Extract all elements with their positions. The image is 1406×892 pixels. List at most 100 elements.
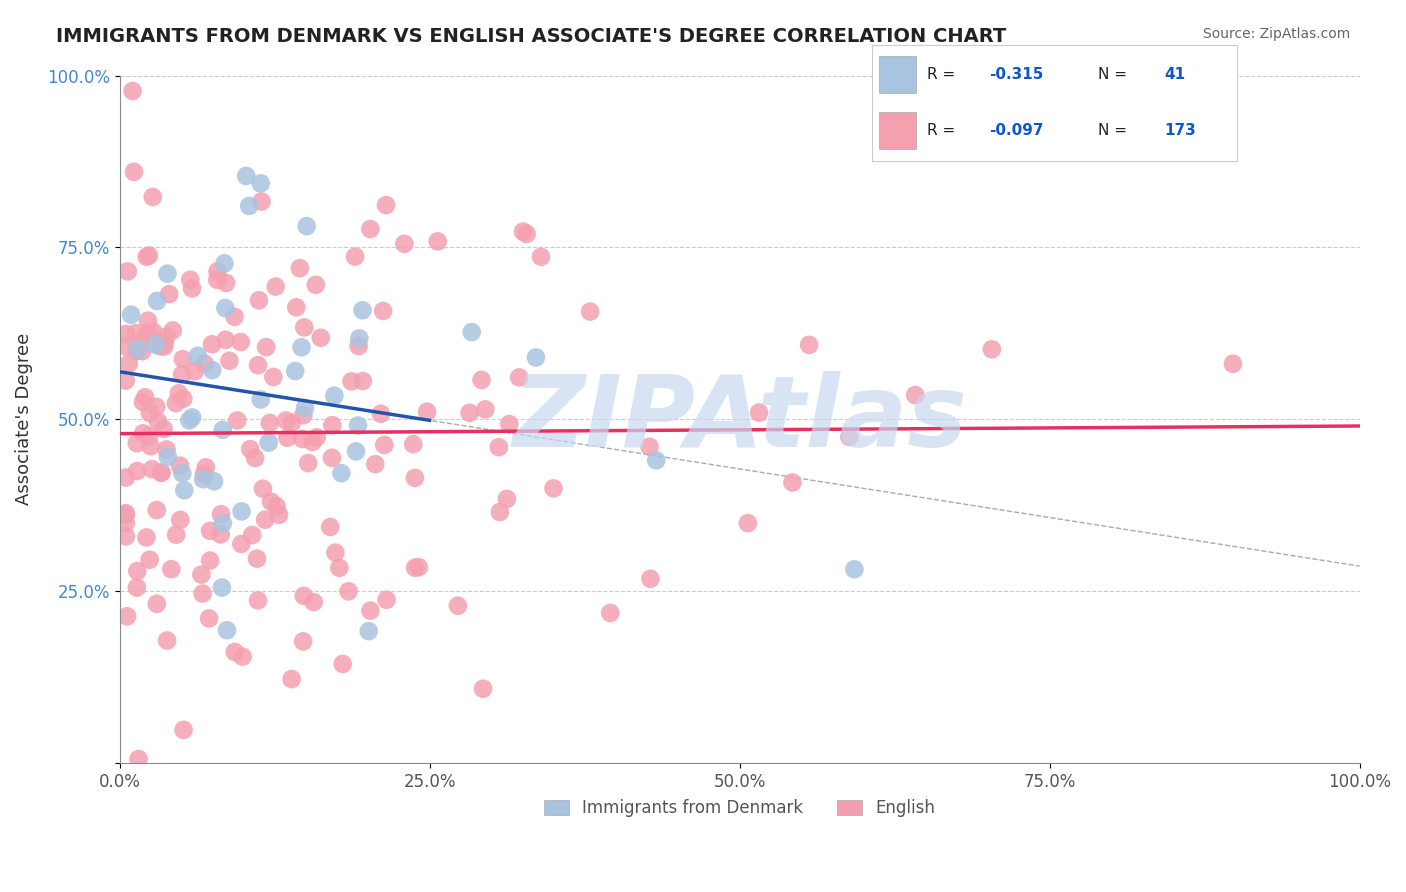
English bbox=[246, 551, 269, 566]
Immigrants from Denmark bbox=[214, 301, 236, 315]
English bbox=[247, 293, 270, 308]
Text: 173: 173 bbox=[1164, 123, 1197, 138]
Immigrants from Denmark bbox=[323, 389, 346, 403]
FancyBboxPatch shape bbox=[879, 112, 915, 149]
English bbox=[404, 471, 426, 485]
English bbox=[447, 599, 470, 613]
Immigrants from Denmark bbox=[201, 363, 224, 377]
English bbox=[498, 417, 520, 431]
English bbox=[496, 491, 519, 506]
English bbox=[543, 481, 565, 495]
Immigrants from Denmark bbox=[344, 444, 367, 458]
English bbox=[214, 333, 236, 347]
English bbox=[508, 370, 530, 384]
English bbox=[198, 611, 221, 625]
English bbox=[169, 458, 191, 473]
English bbox=[260, 494, 283, 508]
English bbox=[172, 352, 194, 367]
English bbox=[207, 264, 229, 278]
Text: N =: N = bbox=[1098, 67, 1132, 82]
English bbox=[167, 386, 190, 401]
English bbox=[169, 513, 191, 527]
English bbox=[218, 353, 240, 368]
English bbox=[190, 567, 212, 582]
English bbox=[980, 343, 1002, 357]
English bbox=[291, 432, 314, 446]
English bbox=[142, 190, 165, 204]
English bbox=[172, 392, 194, 406]
Immigrants from Denmark bbox=[214, 256, 236, 270]
English bbox=[838, 430, 860, 444]
English bbox=[309, 331, 332, 345]
English bbox=[301, 434, 323, 449]
English bbox=[132, 426, 155, 441]
Y-axis label: Associate's Degree: Associate's Degree bbox=[15, 334, 32, 506]
English bbox=[136, 314, 159, 328]
English bbox=[139, 439, 162, 453]
English bbox=[285, 301, 308, 315]
English bbox=[240, 528, 263, 542]
English bbox=[136, 326, 159, 340]
English bbox=[153, 339, 176, 353]
English bbox=[512, 225, 534, 239]
English bbox=[638, 440, 661, 454]
English bbox=[292, 320, 315, 334]
English bbox=[205, 273, 228, 287]
Text: IMMIGRANTS FROM DENMARK VS ENGLISH ASSOCIATE'S DEGREE CORRELATION CHART: IMMIGRANTS FROM DENMARK VS ENGLISH ASSOC… bbox=[56, 27, 1007, 45]
English bbox=[215, 276, 238, 290]
Immigrants from Denmark bbox=[156, 267, 179, 281]
English bbox=[125, 436, 148, 450]
English bbox=[194, 460, 217, 475]
English bbox=[229, 334, 252, 349]
English bbox=[1222, 357, 1244, 371]
English bbox=[131, 335, 153, 350]
English bbox=[373, 438, 395, 452]
Immigrants from Denmark bbox=[357, 624, 380, 639]
English bbox=[247, 358, 270, 372]
English bbox=[599, 606, 621, 620]
English bbox=[247, 593, 270, 607]
English bbox=[150, 466, 173, 480]
Immigrants from Denmark bbox=[249, 392, 271, 407]
English bbox=[344, 250, 367, 264]
English bbox=[239, 442, 262, 457]
English bbox=[153, 335, 176, 350]
English bbox=[145, 400, 167, 414]
Text: ZIPAtlas: ZIPAtlas bbox=[512, 371, 967, 467]
English bbox=[328, 561, 350, 575]
Immigrants from Denmark bbox=[156, 450, 179, 464]
English bbox=[488, 505, 510, 519]
Immigrants from Denmark bbox=[235, 169, 257, 183]
English bbox=[114, 516, 136, 530]
Legend: Immigrants from Denmark, English: Immigrants from Denmark, English bbox=[537, 792, 942, 823]
English bbox=[201, 337, 224, 351]
English bbox=[288, 261, 311, 276]
English bbox=[224, 310, 246, 324]
English bbox=[797, 338, 820, 352]
English bbox=[155, 442, 177, 457]
English bbox=[114, 470, 136, 484]
English bbox=[266, 499, 288, 513]
English bbox=[516, 227, 538, 241]
English bbox=[416, 405, 439, 419]
Immigrants from Denmark bbox=[173, 483, 195, 498]
Immigrants from Denmark bbox=[352, 303, 374, 318]
Immigrants from Denmark bbox=[645, 453, 668, 467]
Text: -0.315: -0.315 bbox=[988, 67, 1043, 82]
English bbox=[179, 273, 201, 287]
English bbox=[352, 374, 374, 388]
English bbox=[146, 597, 169, 611]
English bbox=[250, 194, 273, 209]
English bbox=[359, 604, 381, 618]
English bbox=[748, 406, 770, 420]
English bbox=[160, 562, 183, 576]
English bbox=[262, 370, 284, 384]
English bbox=[359, 222, 381, 236]
Immigrants from Denmark bbox=[215, 623, 238, 637]
English bbox=[128, 752, 150, 766]
English bbox=[146, 415, 169, 429]
English bbox=[114, 374, 136, 388]
English bbox=[321, 418, 343, 433]
English bbox=[135, 531, 157, 545]
English bbox=[252, 482, 274, 496]
